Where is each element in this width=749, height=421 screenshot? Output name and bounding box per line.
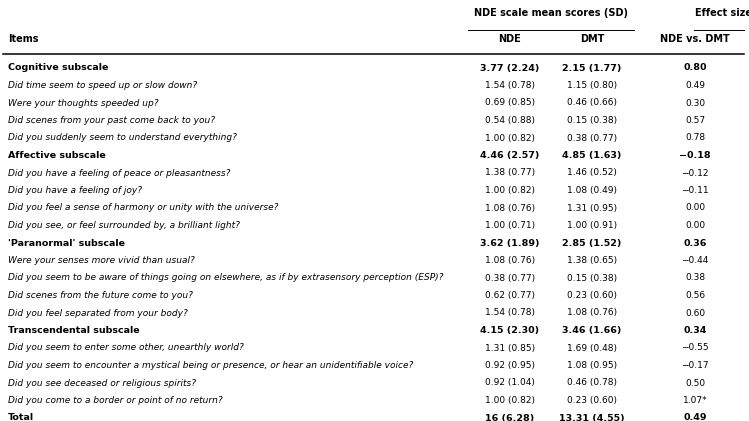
Text: 0.57: 0.57 bbox=[685, 116, 705, 125]
Text: 4.15 (2.30): 4.15 (2.30) bbox=[480, 326, 539, 335]
Text: −0.55: −0.55 bbox=[681, 344, 709, 352]
Text: −0.44: −0.44 bbox=[682, 256, 709, 265]
Text: 16 (6.28): 16 (6.28) bbox=[485, 413, 535, 421]
Text: 1.38 (0.77): 1.38 (0.77) bbox=[485, 168, 535, 178]
Text: 0.36: 0.36 bbox=[683, 239, 707, 248]
Text: 0.34: 0.34 bbox=[683, 326, 707, 335]
Text: Did you feel separated from your body?: Did you feel separated from your body? bbox=[8, 309, 188, 317]
Text: 4.46 (2.57): 4.46 (2.57) bbox=[480, 151, 540, 160]
Text: 3.62 (1.89): 3.62 (1.89) bbox=[480, 239, 540, 248]
Text: Cognitive subscale: Cognitive subscale bbox=[8, 64, 109, 72]
Text: 0.62 (0.77): 0.62 (0.77) bbox=[485, 291, 535, 300]
Text: 1.15 (0.80): 1.15 (0.80) bbox=[567, 81, 617, 90]
Text: −0.11: −0.11 bbox=[681, 186, 709, 195]
Text: 0.92 (0.95): 0.92 (0.95) bbox=[485, 361, 535, 370]
Text: 1.54 (0.78): 1.54 (0.78) bbox=[485, 81, 535, 90]
Text: 0.50: 0.50 bbox=[685, 378, 705, 387]
Text: DMT: DMT bbox=[580, 34, 604, 44]
Text: 0.30: 0.30 bbox=[685, 99, 705, 107]
Text: 1.00 (0.82): 1.00 (0.82) bbox=[485, 396, 535, 405]
Text: −0.12: −0.12 bbox=[682, 168, 709, 178]
Text: Total: Total bbox=[8, 413, 34, 421]
Text: 0.49: 0.49 bbox=[685, 81, 705, 90]
Text: Did you see deceased or religious spirits?: Did you see deceased or religious spirit… bbox=[8, 378, 196, 387]
Text: 1.07*: 1.07* bbox=[682, 396, 707, 405]
Text: 'Paranormal' subscale: 'Paranormal' subscale bbox=[8, 239, 125, 248]
Text: 0.38 (0.77): 0.38 (0.77) bbox=[485, 274, 535, 282]
Text: 3.77 (2.24): 3.77 (2.24) bbox=[480, 64, 540, 72]
Text: 4.85 (1.63): 4.85 (1.63) bbox=[562, 151, 622, 160]
Text: 0.23 (0.60): 0.23 (0.60) bbox=[567, 396, 617, 405]
Text: Did you come to a border or point of no return?: Did you come to a border or point of no … bbox=[8, 396, 222, 405]
Text: 0.38: 0.38 bbox=[685, 274, 705, 282]
Text: 0.46 (0.66): 0.46 (0.66) bbox=[567, 99, 617, 107]
Text: NDE vs. DMT: NDE vs. DMT bbox=[660, 34, 730, 44]
Text: 0.92 (1.04): 0.92 (1.04) bbox=[485, 378, 535, 387]
Text: Did scenes from your past come back to you?: Did scenes from your past come back to y… bbox=[8, 116, 215, 125]
Text: 1.31 (0.85): 1.31 (0.85) bbox=[485, 344, 535, 352]
Text: 0.54 (0.88): 0.54 (0.88) bbox=[485, 116, 535, 125]
Text: 2.85 (1.52): 2.85 (1.52) bbox=[562, 239, 622, 248]
Text: Did you have a feeling of peace or pleasantness?: Did you have a feeling of peace or pleas… bbox=[8, 168, 231, 178]
Text: −0.18: −0.18 bbox=[679, 151, 711, 160]
Text: Did you have a feeling of joy?: Did you have a feeling of joy? bbox=[8, 186, 142, 195]
Text: 0.60: 0.60 bbox=[685, 309, 705, 317]
Text: 2.15 (1.77): 2.15 (1.77) bbox=[562, 64, 622, 72]
Text: 1.00 (0.91): 1.00 (0.91) bbox=[567, 221, 617, 230]
Text: Items: Items bbox=[8, 34, 38, 44]
Text: 0.49: 0.49 bbox=[683, 413, 707, 421]
Text: 1.46 (0.52): 1.46 (0.52) bbox=[567, 168, 617, 178]
Text: 1.00 (0.82): 1.00 (0.82) bbox=[485, 186, 535, 195]
Text: Were your senses more vivid than usual?: Were your senses more vivid than usual? bbox=[8, 256, 195, 265]
Text: 1.00 (0.82): 1.00 (0.82) bbox=[485, 133, 535, 142]
Text: 1.08 (0.76): 1.08 (0.76) bbox=[485, 203, 535, 213]
Text: NDE scale mean scores (SD): NDE scale mean scores (SD) bbox=[474, 8, 628, 18]
Text: Did you seem to enter some other, unearthly world?: Did you seem to enter some other, uneart… bbox=[8, 344, 243, 352]
Text: 0.15 (0.38): 0.15 (0.38) bbox=[567, 116, 617, 125]
Text: Did time seem to speed up or slow down?: Did time seem to speed up or slow down? bbox=[8, 81, 197, 90]
Text: 1.08 (0.76): 1.08 (0.76) bbox=[485, 256, 535, 265]
Text: −0.17: −0.17 bbox=[681, 361, 709, 370]
Text: 1.54 (0.78): 1.54 (0.78) bbox=[485, 309, 535, 317]
Text: 0.80: 0.80 bbox=[683, 64, 707, 72]
Text: Effect size (Cohen's: Effect size (Cohen's bbox=[695, 8, 749, 18]
Text: 1.08 (0.49): 1.08 (0.49) bbox=[567, 186, 617, 195]
Text: NDE: NDE bbox=[499, 34, 521, 44]
Text: 1.08 (0.76): 1.08 (0.76) bbox=[567, 309, 617, 317]
Text: 1.08 (0.95): 1.08 (0.95) bbox=[567, 361, 617, 370]
Text: 0.78: 0.78 bbox=[685, 133, 705, 142]
Text: Transcendental subscale: Transcendental subscale bbox=[8, 326, 139, 335]
Text: Did you seem to encounter a mystical being or presence, or hear an unidentifiabl: Did you seem to encounter a mystical bei… bbox=[8, 361, 413, 370]
Text: 0.00: 0.00 bbox=[685, 203, 705, 213]
Text: 3.46 (1.66): 3.46 (1.66) bbox=[562, 326, 622, 335]
Text: 0.38 (0.77): 0.38 (0.77) bbox=[567, 133, 617, 142]
Text: 1.38 (0.65): 1.38 (0.65) bbox=[567, 256, 617, 265]
Text: Were your thoughts speeded up?: Were your thoughts speeded up? bbox=[8, 99, 159, 107]
Text: 0.46 (0.78): 0.46 (0.78) bbox=[567, 378, 617, 387]
Text: 13.31 (4.55): 13.31 (4.55) bbox=[560, 413, 625, 421]
Text: 0.00: 0.00 bbox=[685, 221, 705, 230]
Text: 0.15 (0.38): 0.15 (0.38) bbox=[567, 274, 617, 282]
Text: 1.00 (0.71): 1.00 (0.71) bbox=[485, 221, 535, 230]
Text: 0.56: 0.56 bbox=[685, 291, 705, 300]
Text: Did you see, or feel surrounded by, a brilliant light?: Did you see, or feel surrounded by, a br… bbox=[8, 221, 240, 230]
Text: 1.69 (0.48): 1.69 (0.48) bbox=[567, 344, 617, 352]
Text: Affective subscale: Affective subscale bbox=[8, 151, 106, 160]
Text: Did you feel a sense of harmony or unity with the universe?: Did you feel a sense of harmony or unity… bbox=[8, 203, 279, 213]
Text: Did you seem to be aware of things going on elsewhere, as if by extrasensory per: Did you seem to be aware of things going… bbox=[8, 274, 443, 282]
Text: Did you suddenly seem to understand everything?: Did you suddenly seem to understand ever… bbox=[8, 133, 237, 142]
Text: 0.69 (0.85): 0.69 (0.85) bbox=[485, 99, 535, 107]
Text: 1.31 (0.95): 1.31 (0.95) bbox=[567, 203, 617, 213]
Text: 0.23 (0.60): 0.23 (0.60) bbox=[567, 291, 617, 300]
Text: Did scenes from the future come to you?: Did scenes from the future come to you? bbox=[8, 291, 193, 300]
